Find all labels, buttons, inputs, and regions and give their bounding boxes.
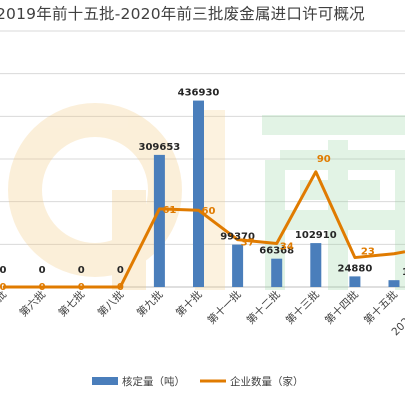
legend-bar-label: 核定量（吨）	[122, 375, 185, 388]
bar-8	[271, 258, 283, 287]
category-label: 第十五批	[361, 288, 400, 327]
count-value-label: 60	[202, 206, 216, 217]
bar-value-label: 0	[39, 265, 46, 276]
bar-6	[193, 100, 204, 287]
legend-bar-swatch	[92, 377, 118, 385]
bar-11	[388, 280, 400, 287]
bar-7	[232, 244, 244, 287]
bar-value-label: 0	[117, 265, 124, 276]
company-count-line	[3, 170, 405, 289]
category-label: 第九批	[134, 288, 166, 320]
category-axis: 第五批 第六批 第七批 第八批 第九批 第十批 第十一批 第十二批 第十三批 第十四批 第十五批20…	[0, 288, 405, 339]
bar-value-label: 436930	[178, 88, 220, 99]
count-value-label: 34	[280, 241, 294, 252]
legend: 核定量（吨） 企业数量（家）	[92, 375, 304, 388]
count-value-label: 0	[117, 282, 124, 293]
category-label: 第十批	[173, 288, 205, 320]
line-series	[3, 170, 405, 289]
bar-value-label: 309653	[139, 142, 181, 153]
bar-value-label: 99370	[220, 232, 255, 243]
count-value-label: 23	[361, 247, 375, 258]
legend-line-label: 企业数量（家）	[230, 375, 304, 388]
count-value-label: 0	[39, 282, 46, 293]
category-label: 第十三批	[283, 288, 322, 327]
watermark-logo	[8, 103, 405, 290]
count-value-label: 37	[241, 238, 255, 249]
count-value-label: 0	[0, 282, 7, 293]
bar-series	[153, 100, 400, 287]
bar-5	[153, 154, 165, 287]
bar-9	[310, 243, 322, 287]
category-label: 第十一批	[205, 288, 244, 327]
bar-value-label: 0	[78, 265, 85, 276]
category-label: 第十四批	[322, 288, 361, 327]
bar-10	[349, 276, 361, 287]
bar-value-label: 10	[402, 267, 405, 278]
bar-value-label: 66368	[259, 246, 294, 257]
bar-value-label: 24880	[338, 263, 373, 274]
count-value-label: 0	[78, 282, 85, 293]
bar-value-label: 102910	[295, 230, 337, 241]
chart-title: 2019年前十五批-2020年前三批废金属进口许可概况	[0, 5, 365, 23]
category-label: 第十二批	[244, 288, 283, 327]
count-value-label: 61	[162, 205, 176, 216]
count-value-label: 90	[317, 154, 331, 165]
bar-value-label: 0	[0, 265, 7, 276]
